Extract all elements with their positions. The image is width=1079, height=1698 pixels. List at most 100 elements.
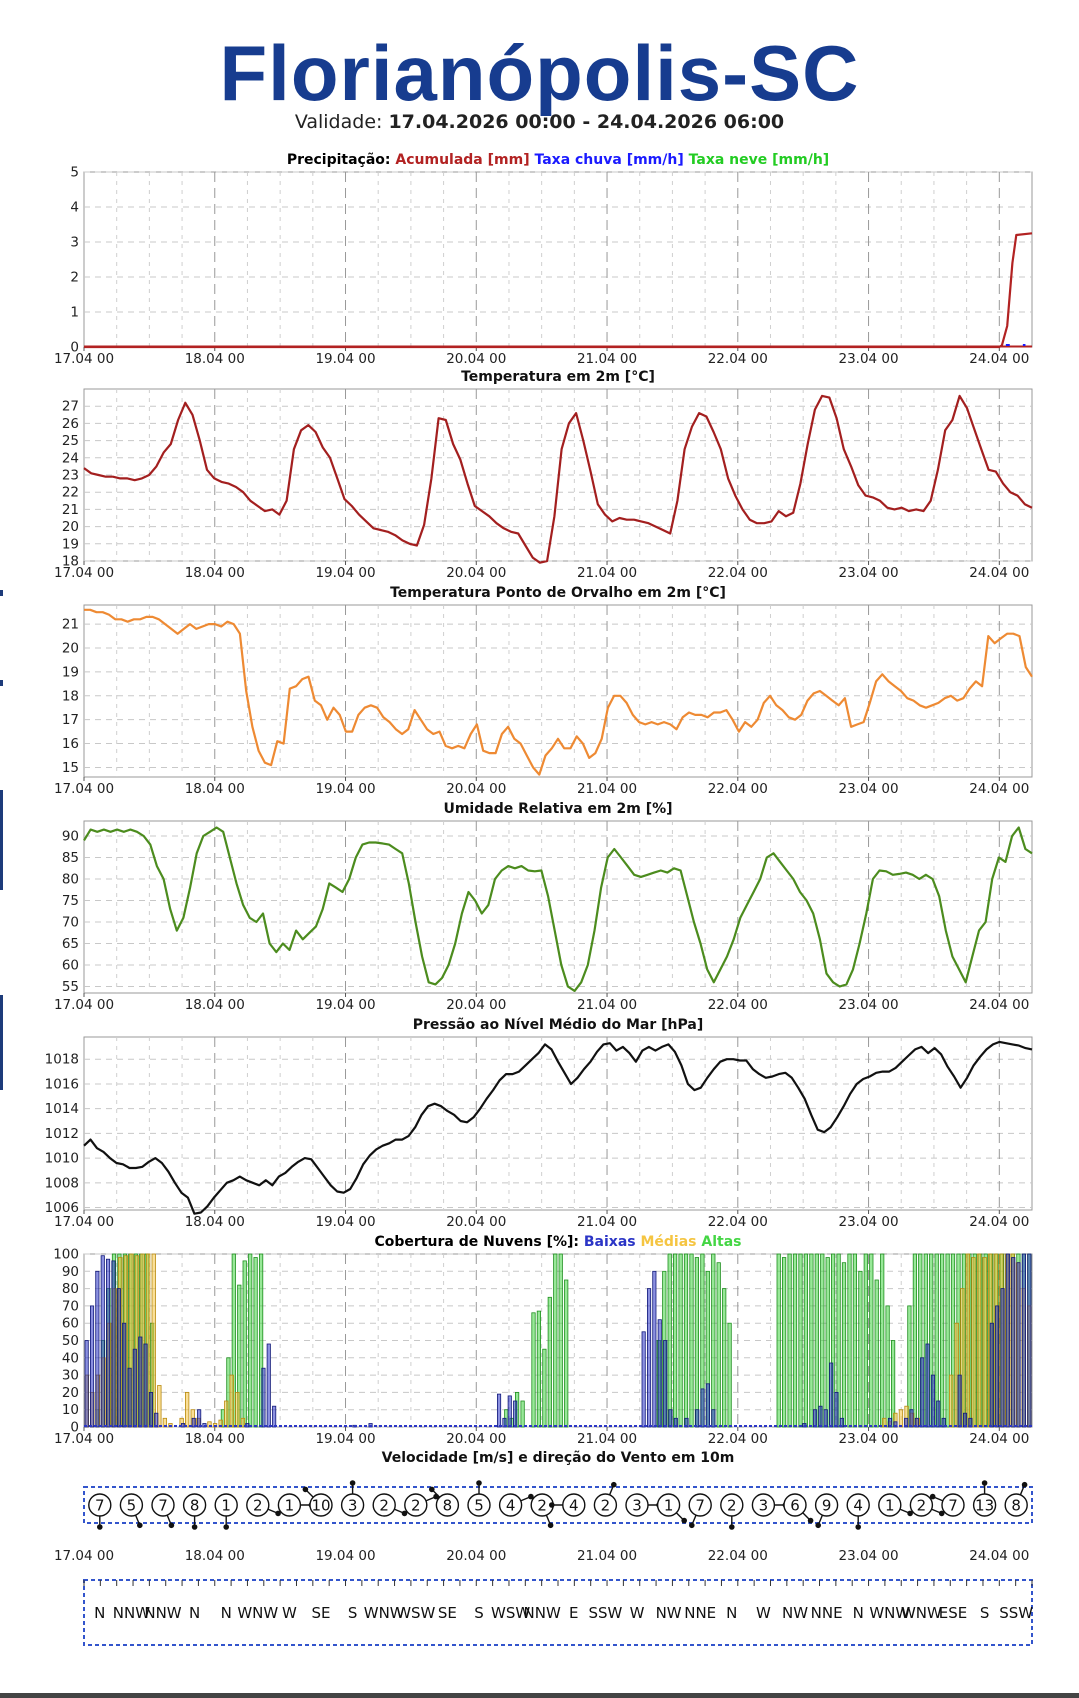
wind-arrow-head bbox=[729, 1524, 735, 1530]
cloud-title-part: Baixas bbox=[584, 1234, 636, 1250]
wind-direction-label: NNE bbox=[811, 1604, 843, 1622]
cloud-bar-mid bbox=[230, 1375, 234, 1427]
pressure-x-tick-label: 20.04 00 bbox=[446, 1214, 506, 1230]
dew-y-tick-label: 16 bbox=[62, 736, 79, 752]
dew-x-tick-label: 18.04 00 bbox=[185, 781, 245, 797]
cloud-bar-low bbox=[90, 1306, 93, 1427]
cloud-x-tick-label: 22.04 00 bbox=[708, 1431, 768, 1447]
wind-speed-label: 8 bbox=[1011, 1497, 1021, 1515]
dew-y-tick-label: 15 bbox=[62, 760, 79, 776]
wind-speed-label: 4 bbox=[569, 1497, 579, 1515]
temp-x-tick-label: 24.04 00 bbox=[969, 565, 1029, 581]
dew-x-tick-label: 23.04 00 bbox=[838, 781, 898, 797]
wind-speed-label: 2 bbox=[379, 1497, 389, 1515]
cloud-bar-low bbox=[198, 1410, 201, 1427]
dew-x-tick-label: 22.04 00 bbox=[708, 781, 768, 797]
pressure-x-tick-label: 18.04 00 bbox=[185, 1214, 245, 1230]
wind-speed-label: 5 bbox=[127, 1497, 137, 1515]
rh-x-tick-label: 24.04 00 bbox=[969, 997, 1029, 1013]
precip-x-tick-label: 19.04 00 bbox=[315, 351, 375, 367]
rh-x-tick-label: 17.04 00 bbox=[54, 997, 114, 1013]
wind-speed-label: 2 bbox=[917, 1497, 927, 1515]
wind-arrow-head bbox=[169, 1523, 175, 1529]
dew-x-tick-label: 20.04 00 bbox=[446, 781, 506, 797]
rh-x-tick-label: 18.04 00 bbox=[185, 997, 245, 1013]
wind-direction-label: S bbox=[474, 1604, 484, 1622]
pressure-title: Pressão ao Nível Médio do Mar [hPa] bbox=[413, 1017, 704, 1033]
rh-title: Umidade Relativa em 2m [%] bbox=[443, 801, 672, 817]
cloud-bar-low bbox=[824, 1410, 827, 1427]
cloud-bar-high bbox=[853, 1254, 856, 1427]
cloud-bar-high bbox=[695, 1258, 698, 1428]
rh-y-tick-label: 65 bbox=[62, 936, 79, 952]
cloud-bar-high bbox=[793, 1254, 796, 1427]
dew-y-tick-label: 20 bbox=[62, 641, 79, 657]
cloud-bar-high bbox=[821, 1254, 824, 1427]
meteogram: 01234517.04 00 18.04 00 19.04 00 20.04 00 21… bbox=[0, 0, 1079, 1698]
wind-arrow-head bbox=[855, 1524, 861, 1530]
wind-direction-label: W bbox=[282, 1604, 297, 1622]
wind-speed-label: 3 bbox=[632, 1497, 642, 1515]
wind-speed-label: 7 bbox=[948, 1497, 958, 1515]
dew-y-tick-label: 18 bbox=[62, 688, 79, 704]
cloud-bar-low bbox=[128, 1368, 131, 1427]
wind-direction-label: WSW bbox=[396, 1604, 435, 1622]
wind-x-tick-label: 24.04 00 bbox=[969, 1548, 1029, 1564]
temp-x-tick-label: 23.04 00 bbox=[838, 565, 898, 581]
cloud-bar-low bbox=[497, 1394, 500, 1427]
wind-speed-label: 2 bbox=[601, 1497, 611, 1515]
cloud-bar-low bbox=[819, 1406, 822, 1427]
cloud-bar-low bbox=[996, 1306, 999, 1427]
pressure-y-tick-label: 1014 bbox=[45, 1101, 79, 1117]
wind-speed-label: 1 bbox=[285, 1497, 295, 1515]
cloud-bar-low bbox=[921, 1358, 924, 1427]
wind-arrow-head bbox=[549, 1502, 555, 1508]
cloud-x-tick-label: 17.04 00 bbox=[54, 1431, 114, 1447]
cloud-bar-high bbox=[673, 1254, 676, 1427]
bottom-rule bbox=[0, 1693, 1079, 1698]
pressure-y-tick-label: 1010 bbox=[45, 1151, 79, 1167]
cloud-bar-low bbox=[712, 1410, 715, 1427]
pressure-x-tick-label: 24.04 00 bbox=[969, 1214, 1029, 1230]
cloud-y-tick-label: 80 bbox=[62, 1281, 79, 1297]
precip-x-tick-label: 21.04 00 bbox=[577, 351, 637, 367]
cloud-bar-mid bbox=[949, 1375, 953, 1427]
cloud-bar-high bbox=[565, 1280, 568, 1427]
left-edge-bar bbox=[0, 790, 3, 890]
temp-y-tick-label: 26 bbox=[62, 416, 79, 432]
cloud-x-tick-label: 24.04 00 bbox=[969, 1431, 1029, 1447]
cloud-bar-high bbox=[826, 1258, 829, 1428]
temp-x-tick-label: 19.04 00 bbox=[315, 565, 375, 581]
precip-x-tick-label: 23.04 00 bbox=[838, 351, 898, 367]
wind-direction-label: NNW bbox=[144, 1604, 181, 1622]
dew-x-tick-label: 19.04 00 bbox=[315, 781, 375, 797]
cloud-bar-high bbox=[521, 1401, 524, 1427]
temp-y-tick-label: 21 bbox=[62, 502, 79, 518]
cloud-bar-low bbox=[642, 1332, 645, 1427]
wind-direction-label: ESE bbox=[939, 1604, 967, 1622]
cloud-bar-low bbox=[1001, 1289, 1004, 1427]
precip-y-tick-label: 3 bbox=[70, 235, 79, 251]
precip-panel: 01234517.04 00 18.04 00 19.04 00 20.04 00 21… bbox=[54, 165, 1032, 368]
wind-arrow-head bbox=[192, 1524, 198, 1530]
cloud-bar-low bbox=[937, 1401, 940, 1427]
dew-x-tick-label: 24.04 00 bbox=[969, 781, 1029, 797]
wind-speed-label: 1 bbox=[664, 1497, 674, 1515]
wind-direction-label: E bbox=[569, 1604, 578, 1622]
dew-x-tick-label: 17.04 00 bbox=[54, 781, 114, 797]
wind-x-tick-label: 23.04 00 bbox=[838, 1548, 898, 1564]
precip-y-tick-label: 5 bbox=[70, 165, 79, 181]
temp-x-tick-label: 18.04 00 bbox=[185, 565, 245, 581]
rh-x-tick-label: 20.04 00 bbox=[446, 997, 506, 1013]
rh-y-tick-label: 90 bbox=[62, 829, 79, 845]
rh-x-tick-label: 23.04 00 bbox=[838, 997, 898, 1013]
wind-direction-label: N bbox=[853, 1604, 864, 1622]
precip-x-tick-label: 17.04 00 bbox=[54, 351, 114, 367]
cloud-y-tick-label: 100 bbox=[53, 1247, 79, 1263]
cloud-bar-low bbox=[990, 1323, 993, 1427]
wind-speed-label: 1 bbox=[885, 1497, 895, 1515]
wind-speed-label: 4 bbox=[853, 1497, 863, 1515]
wind-direction-label: SSW bbox=[999, 1604, 1033, 1622]
cloud-title-part: Cobertura de Nuvens [%]: bbox=[375, 1234, 584, 1250]
cloud-bar-low bbox=[830, 1363, 833, 1427]
